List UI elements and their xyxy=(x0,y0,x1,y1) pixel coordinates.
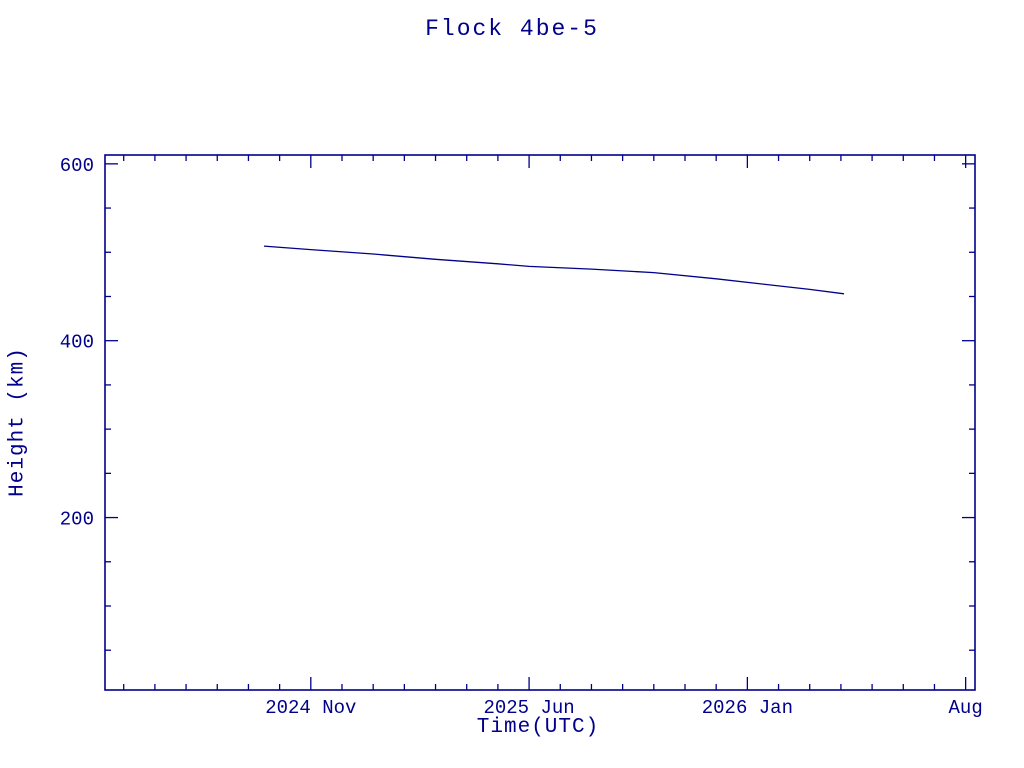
plot-frame xyxy=(104,154,976,691)
x-tick-label: 2026 Jan xyxy=(702,697,793,719)
y-tick-label: 200 xyxy=(60,509,94,531)
x-tick-label: 2025 Jun xyxy=(483,697,574,719)
x-tick-label: Aug xyxy=(949,697,983,719)
chart-title: Flock 4be-5 xyxy=(425,16,599,42)
height-series-line xyxy=(263,245,845,295)
x-axis-label: Time(UTC) xyxy=(476,716,600,739)
y-tick-label: 600 xyxy=(60,155,94,177)
y-tick-label: 400 xyxy=(60,332,94,354)
x-tick-label: 2024 Nov xyxy=(265,697,356,719)
